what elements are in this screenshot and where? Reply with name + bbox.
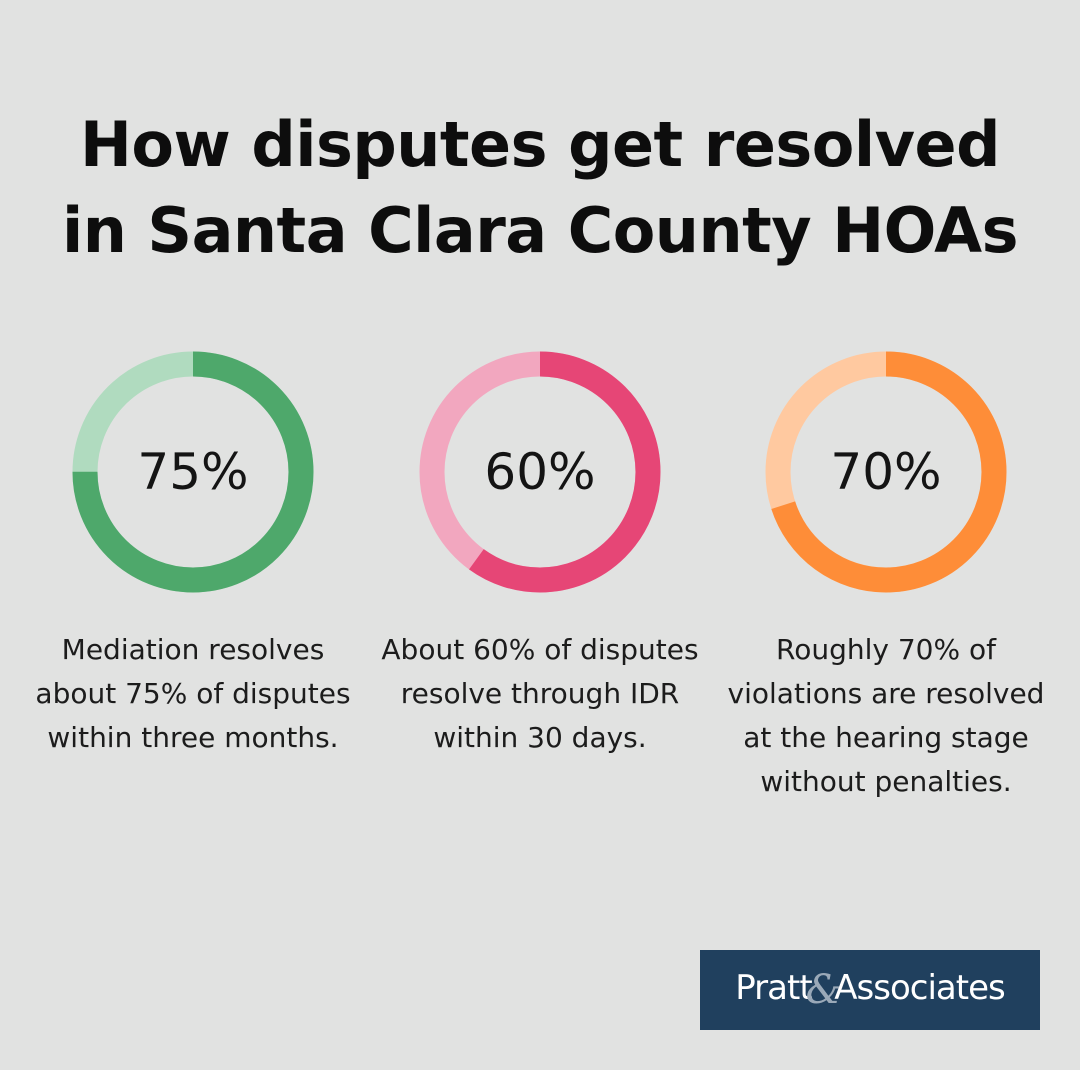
brand-logo-part-2: Associates (834, 968, 1005, 1008)
donut-value-idr: 60% (484, 443, 596, 501)
donut-svg-mediation (72, 351, 314, 593)
donut-chart-idr: 60% (418, 350, 662, 594)
stat-description-idr: About 60% of disputes resolve through ID… (381, 633, 699, 754)
brand-logo-text: Pratt&Associates (735, 967, 1005, 1013)
stat-description-mediation: Mediation resolves about 75% of disputes… (35, 633, 351, 754)
donut-value-mediation: 75% (137, 443, 249, 501)
donut-chart-hearing: 70% (764, 350, 1008, 594)
brand-logo-ampersand: & (805, 967, 842, 1013)
brand-logo: Pratt&Associates (700, 950, 1040, 1030)
donut-svg-idr (419, 351, 661, 593)
page-title-line-2: in Santa Clara County HOAs (61, 194, 1019, 267)
stat-card-mediation: 75% Mediation resolves about 75% of disp… (28, 350, 358, 760)
stat-card-hearing: 70% Roughly 70% of violations are resolv… (721, 350, 1051, 804)
donut-fill-mediation (72, 351, 314, 593)
donut-chart-mediation: 75% (71, 350, 315, 594)
donut-value-hearing: 70% (830, 443, 942, 501)
stat-description-hearing: Roughly 70% of violations are resolved a… (727, 633, 1045, 798)
donut-fill-hearing (765, 351, 1007, 593)
page-title-line-1: How disputes get resolved (80, 108, 1000, 181)
donut-svg-hearing (765, 351, 1007, 593)
stat-card-idr: 60% About 60% of disputes resolve throug… (375, 350, 705, 760)
brand-logo-part-1: Pratt (735, 968, 812, 1008)
page-title: How disputes get resolved in Santa Clara… (0, 102, 1080, 274)
donut-fill-idr (419, 351, 661, 593)
